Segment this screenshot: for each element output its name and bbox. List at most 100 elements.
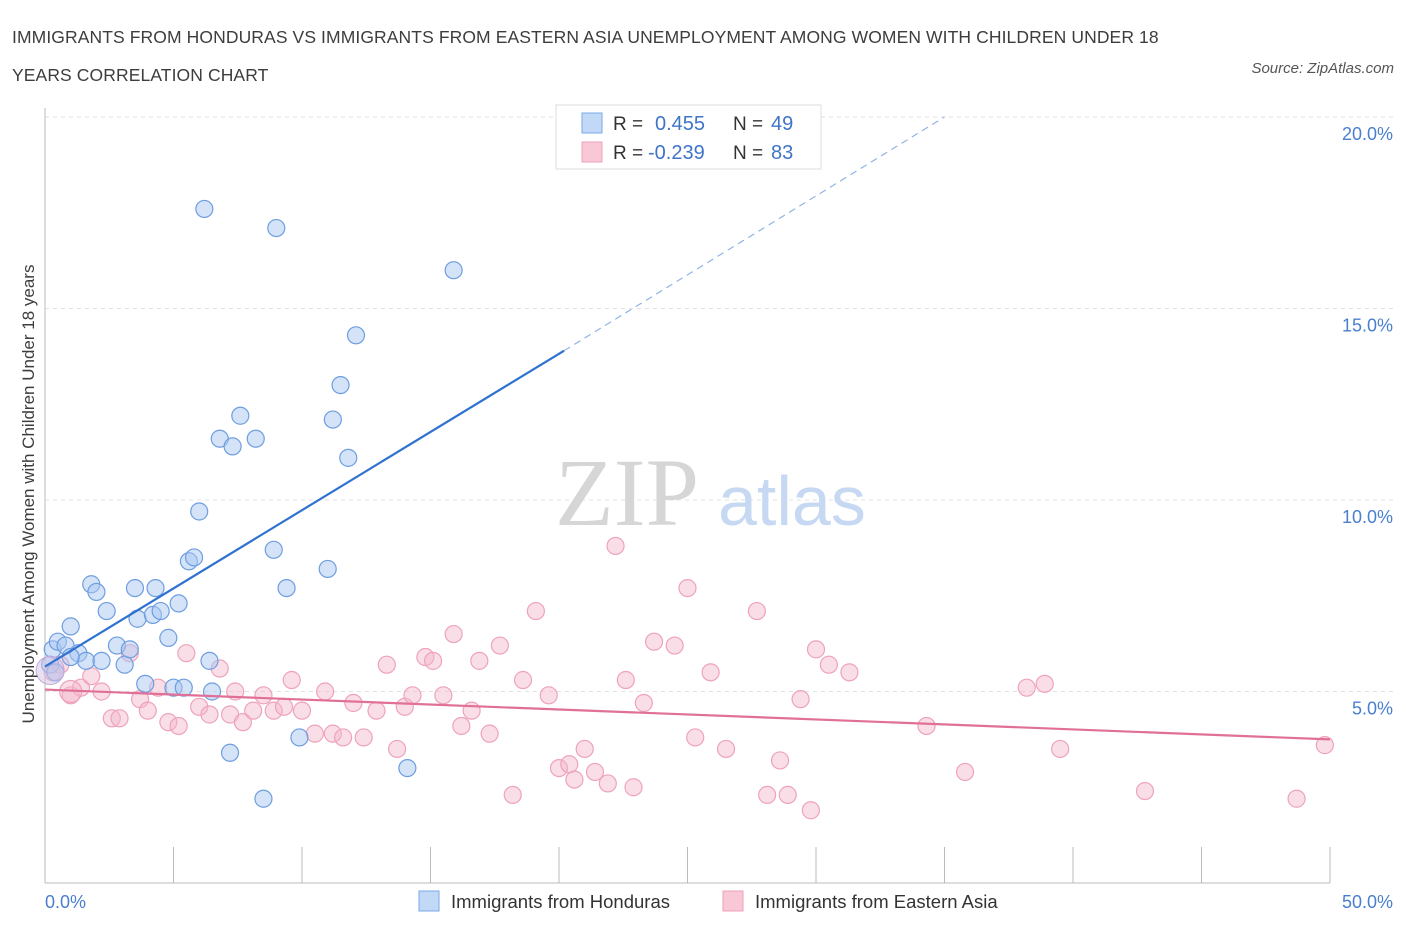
legend-swatch-honduras [581, 112, 603, 134]
point-eastern-asia-71 [791, 690, 810, 709]
point-eastern-asia-43 [462, 701, 481, 720]
point-eastern-asia-12 [159, 713, 178, 732]
point-eastern-asia-67 [747, 601, 766, 621]
point-eastern-asia-81 [1135, 781, 1155, 801]
point-eastern-asia-21 [244, 701, 263, 720]
legend-r-value-1: 0.455 [655, 113, 705, 135]
point-eastern-asia-62 [665, 636, 684, 655]
point-eastern-asia-52 [560, 755, 579, 774]
point-honduras-3 [61, 617, 80, 636]
bottom-legend-eastern-asia: Immigrants from Eastern Asia [755, 891, 998, 912]
point-honduras-44 [398, 758, 417, 778]
watermark-zip: ZIP [555, 439, 699, 546]
point-eastern-asia-49 [526, 601, 545, 621]
point-eastern-asia-37 [403, 686, 422, 705]
legend-n-value-1: 49 [771, 113, 793, 135]
trend-line-honduras-extension [563, 116, 945, 352]
point-eastern-asia-80 [1051, 739, 1070, 759]
point-cluster-origin [35, 655, 65, 685]
point-eastern-asia-48 [513, 670, 533, 690]
point-eastern-asia-13 [169, 716, 188, 736]
point-eastern-asia-20 [233, 713, 252, 732]
point-eastern-asia-30 [334, 728, 353, 747]
point-eastern-asia-78 [1017, 678, 1036, 697]
point-honduras-21 [169, 594, 188, 613]
source-label: Source: ZipAtlas.com [1251, 60, 1394, 77]
point-eastern-asia-83 [1315, 736, 1334, 755]
point-eastern-asia-34 [377, 655, 396, 674]
point-eastern-asia-22 [254, 686, 273, 705]
point-honduras-42 [339, 448, 358, 467]
x-tick-label-1: 50.0% [1342, 892, 1393, 912]
chart-title: IMMIGRANTS FROM HONDURAS VS IMMIGRANTS F… [12, 27, 1159, 85]
trend-lines [44, 116, 1331, 741]
point-eastern-asia-64 [686, 728, 705, 747]
point-honduras-25 [190, 502, 209, 521]
point-eastern-asia-68 [758, 785, 777, 805]
point-eastern-asia-63 [678, 578, 697, 598]
point-eastern-asia-24 [274, 697, 294, 716]
legend-r-label-2: R = [613, 143, 643, 164]
trend-line-honduras [44, 349, 565, 668]
series-honduras-points [35, 199, 463, 808]
point-honduras-38 [290, 728, 309, 747]
point-eastern-asia-50 [539, 686, 558, 705]
point-honduras-17 [146, 578, 165, 598]
point-eastern-asia-47 [503, 785, 522, 805]
point-honduras-37 [277, 578, 296, 598]
point-honduras-39 [318, 559, 337, 579]
point-honduras-31 [223, 437, 242, 456]
watermark-atlas: atlas [718, 462, 866, 540]
bottom-legend-swatch-honduras [418, 890, 440, 912]
point-eastern-asia-33 [367, 701, 386, 720]
point-honduras-9 [97, 601, 116, 621]
point-eastern-asia-70 [778, 785, 797, 805]
point-honduras-19 [159, 628, 178, 647]
point-honduras-8 [92, 651, 111, 670]
legend-swatch-eastern-asia [581, 141, 603, 163]
y-tick-labels: 5.0% 10.0% 15.0% 20.0% [1342, 124, 1393, 719]
point-honduras-36 [267, 218, 286, 238]
point-honduras-35 [264, 540, 283, 559]
point-eastern-asia-45 [480, 724, 499, 743]
point-eastern-asia-53 [565, 770, 584, 789]
point-eastern-asia-7 [110, 709, 129, 728]
point-honduras-30 [220, 743, 240, 762]
correlation-legend: R = 0.455 N = 49 R = -0.239 N = 83 [555, 104, 822, 170]
point-eastern-asia-39 [423, 651, 443, 670]
bottom-legend-honduras: Immigrants from Honduras [451, 891, 670, 912]
point-eastern-asia-60 [634, 693, 653, 713]
point-eastern-asia-27 [305, 724, 324, 743]
point-eastern-asia-16 [200, 705, 219, 724]
point-eastern-asia-69 [770, 751, 790, 770]
point-eastern-asia-61 [644, 632, 664, 651]
y-tick-label-0: 5.0% [1352, 699, 1393, 719]
point-honduras-11 [115, 655, 134, 674]
legend-r-label-1: R = [613, 114, 643, 135]
point-eastern-asia-51 [549, 758, 569, 778]
point-eastern-asia-14 [177, 644, 196, 663]
point-eastern-asia-28 [316, 682, 335, 701]
point-eastern-asia-75 [840, 663, 859, 682]
point-eastern-asia-25 [282, 670, 301, 690]
point-eastern-asia-46 [490, 636, 509, 655]
point-honduras-40 [323, 410, 342, 429]
point-honduras-43 [346, 326, 366, 345]
point-eastern-asia-74 [819, 655, 838, 674]
legend-n-value-2: 83 [771, 142, 793, 164]
y-tick-label-2: 15.0% [1342, 316, 1393, 336]
legend-n-label-2: N = [733, 143, 763, 164]
point-honduras-24 [184, 548, 204, 567]
point-eastern-asia-73 [806, 640, 826, 659]
point-eastern-asia-72 [801, 801, 820, 820]
point-eastern-asia-31 [344, 693, 363, 713]
point-eastern-asia-54 [575, 739, 594, 759]
point-honduras-22 [174, 678, 193, 697]
point-honduras-34 [254, 789, 273, 808]
legend-n-label-1: N = [733, 114, 763, 135]
bottom-legend-swatch-eastern-asia [722, 890, 744, 912]
point-honduras-26 [195, 199, 214, 219]
point-eastern-asia-42 [452, 716, 471, 736]
point-honduras-12 [120, 640, 139, 659]
